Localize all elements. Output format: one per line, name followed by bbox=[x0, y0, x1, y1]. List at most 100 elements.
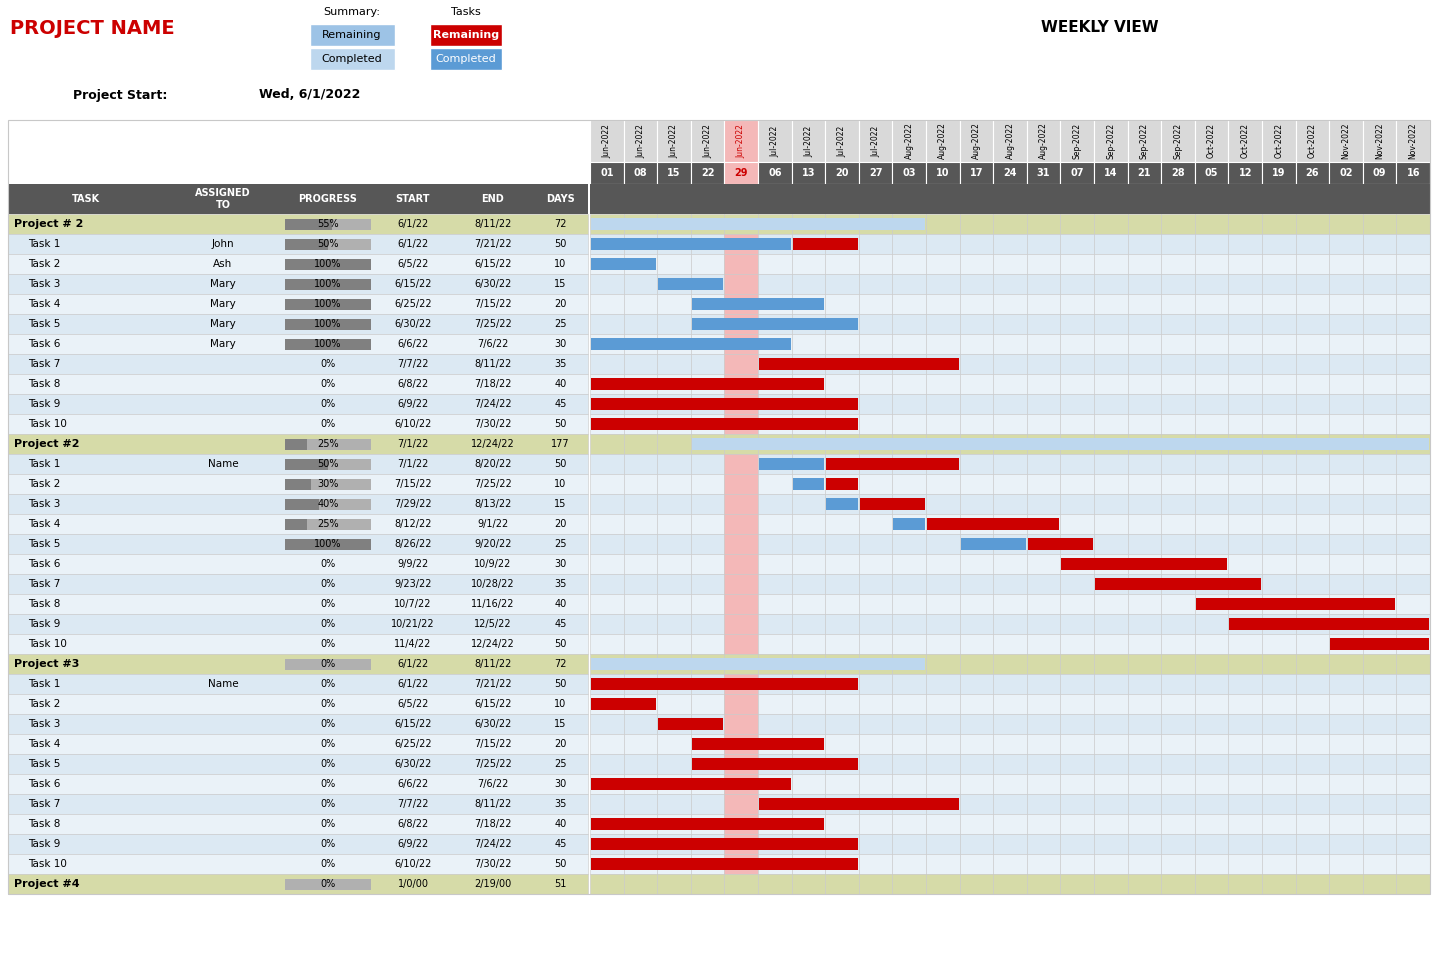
Bar bbox=[926, 294, 960, 314]
Bar bbox=[1060, 314, 1093, 334]
Bar bbox=[590, 574, 624, 594]
Bar bbox=[792, 574, 825, 594]
Bar bbox=[858, 434, 893, 454]
Bar bbox=[960, 434, 993, 454]
Bar bbox=[993, 514, 1027, 534]
Bar bbox=[1060, 874, 1093, 894]
Text: 100%: 100% bbox=[314, 259, 342, 269]
Bar bbox=[657, 474, 690, 494]
Bar bbox=[926, 120, 960, 162]
Text: 8/12/22: 8/12/22 bbox=[395, 519, 432, 529]
Bar bbox=[725, 614, 758, 634]
Bar bbox=[1261, 494, 1296, 514]
Bar bbox=[725, 234, 758, 254]
Bar bbox=[1363, 214, 1396, 234]
Bar bbox=[1228, 854, 1261, 874]
Bar bbox=[960, 162, 993, 184]
Bar bbox=[591, 658, 926, 670]
Bar bbox=[1396, 734, 1431, 754]
Text: Jun-2022: Jun-2022 bbox=[670, 124, 679, 157]
Bar bbox=[624, 614, 657, 634]
Bar bbox=[993, 494, 1027, 514]
Text: Wed, 6/1/2022: Wed, 6/1/2022 bbox=[260, 89, 360, 101]
Bar bbox=[1363, 354, 1396, 374]
Bar bbox=[1093, 694, 1128, 714]
Bar bbox=[590, 162, 624, 184]
Bar bbox=[624, 874, 657, 894]
Bar bbox=[1228, 714, 1261, 734]
Bar bbox=[286, 218, 372, 230]
Text: 0%: 0% bbox=[320, 659, 336, 669]
Text: 40: 40 bbox=[554, 819, 567, 829]
Bar bbox=[825, 162, 858, 184]
Bar bbox=[1060, 294, 1093, 314]
Bar bbox=[590, 714, 624, 734]
Bar bbox=[1261, 294, 1296, 314]
Bar bbox=[657, 814, 690, 834]
Bar bbox=[624, 234, 657, 254]
Bar bbox=[624, 834, 657, 854]
Text: 30: 30 bbox=[554, 559, 567, 569]
Bar bbox=[9, 654, 588, 674]
Bar bbox=[993, 654, 1027, 674]
Bar bbox=[1128, 614, 1161, 634]
Bar bbox=[286, 278, 372, 290]
Bar bbox=[1228, 514, 1261, 534]
Bar bbox=[1363, 874, 1396, 894]
Bar bbox=[1296, 454, 1329, 474]
Bar bbox=[1228, 120, 1261, 162]
Bar bbox=[758, 774, 792, 794]
Bar bbox=[590, 394, 624, 414]
Bar bbox=[624, 634, 657, 654]
Text: Task 9: Task 9 bbox=[29, 839, 60, 849]
Bar bbox=[926, 854, 960, 874]
Bar bbox=[792, 474, 825, 494]
Bar bbox=[286, 298, 372, 309]
Bar bbox=[858, 674, 893, 694]
Bar bbox=[825, 214, 858, 234]
Bar bbox=[792, 374, 825, 394]
Text: 10: 10 bbox=[936, 168, 950, 178]
Bar bbox=[690, 434, 725, 454]
Bar bbox=[1195, 274, 1228, 294]
Bar bbox=[657, 454, 690, 474]
Bar bbox=[1161, 394, 1195, 414]
Bar bbox=[590, 234, 624, 254]
Text: 6/10/22: 6/10/22 bbox=[395, 419, 432, 429]
Bar bbox=[1161, 354, 1195, 374]
Text: Task 9: Task 9 bbox=[29, 399, 60, 409]
Text: Project #3: Project #3 bbox=[14, 659, 79, 669]
Bar bbox=[1296, 594, 1329, 614]
Bar bbox=[926, 534, 960, 554]
Bar bbox=[825, 874, 858, 894]
Bar bbox=[1261, 354, 1296, 374]
Bar bbox=[926, 674, 960, 694]
Bar bbox=[960, 594, 993, 614]
Bar bbox=[690, 474, 725, 494]
Text: Task 8: Task 8 bbox=[29, 379, 60, 389]
Text: Remaining: Remaining bbox=[433, 30, 499, 40]
Bar bbox=[659, 277, 723, 291]
Bar bbox=[1128, 494, 1161, 514]
Text: Task 3: Task 3 bbox=[29, 719, 60, 729]
Bar bbox=[1228, 234, 1261, 254]
Bar bbox=[1161, 434, 1195, 454]
Bar bbox=[1195, 434, 1228, 454]
Bar bbox=[1261, 254, 1296, 274]
Bar bbox=[758, 434, 792, 454]
Bar bbox=[1228, 374, 1261, 394]
Bar bbox=[725, 534, 758, 554]
Bar bbox=[1161, 854, 1195, 874]
Bar bbox=[1027, 274, 1060, 294]
Bar bbox=[893, 674, 926, 694]
Bar bbox=[926, 454, 960, 474]
Bar bbox=[1228, 814, 1261, 834]
Bar bbox=[993, 120, 1027, 162]
Bar bbox=[858, 234, 893, 254]
Bar bbox=[1093, 234, 1128, 254]
Bar bbox=[9, 214, 588, 234]
Text: Task 5: Task 5 bbox=[29, 539, 60, 549]
Text: 12/24/22: 12/24/22 bbox=[471, 439, 515, 449]
Bar bbox=[858, 414, 893, 434]
Bar bbox=[690, 634, 725, 654]
